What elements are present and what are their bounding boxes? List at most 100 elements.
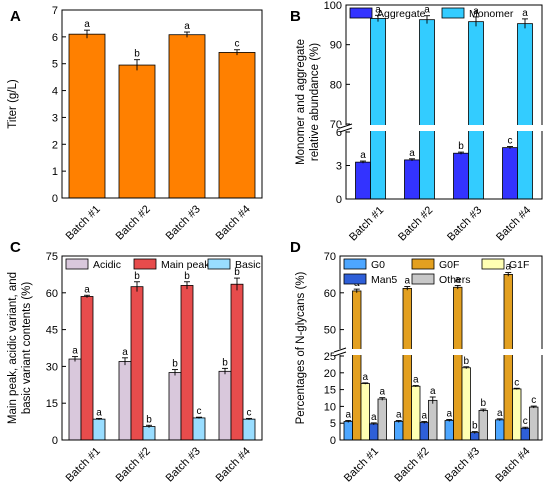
bar bbox=[478, 410, 488, 441]
legend-swatch bbox=[481, 258, 505, 270]
bar bbox=[180, 285, 194, 441]
panel-label-a: A bbox=[10, 8, 21, 25]
bar bbox=[68, 358, 82, 441]
bar bbox=[92, 418, 106, 441]
y-tick-label: 0 bbox=[330, 435, 336, 447]
y-tick-label: 6 bbox=[52, 32, 58, 44]
significance-letter: a bbox=[430, 386, 436, 397]
y-tick-label: 7 bbox=[52, 5, 58, 17]
bar bbox=[242, 418, 256, 441]
y-tick-label: 3 bbox=[52, 112, 58, 124]
bar bbox=[168, 372, 182, 441]
significance-letter: a bbox=[455, 274, 461, 285]
panel-label-c: C bbox=[10, 239, 21, 256]
legend-label: Others bbox=[439, 274, 471, 286]
significance-letter: c bbox=[514, 377, 519, 388]
y-tick-label: 0 bbox=[52, 435, 58, 447]
bar bbox=[168, 34, 206, 199]
legend-swatch bbox=[343, 258, 367, 270]
significance-letter: b bbox=[463, 356, 469, 367]
bar bbox=[218, 370, 232, 441]
y-tick-label: 50 bbox=[324, 325, 336, 337]
significance-letter: a bbox=[371, 412, 377, 423]
significance-letter: a bbox=[84, 19, 90, 30]
significance-letter: a bbox=[446, 409, 452, 420]
y-tick-label: 70 bbox=[330, 119, 342, 131]
significance-letter: c bbox=[531, 395, 536, 406]
significance-letter: a bbox=[122, 347, 128, 358]
legend-swatch bbox=[343, 273, 367, 285]
bar bbox=[192, 417, 206, 441]
bar bbox=[529, 406, 539, 441]
bar bbox=[118, 64, 156, 199]
panel-b-break-marks bbox=[339, 123, 544, 133]
legend-swatch bbox=[349, 7, 373, 19]
significance-letter: a bbox=[424, 5, 430, 16]
significance-letter: b bbox=[458, 141, 464, 152]
panel-c-y-axis-label-line1: Main peak, acidic variant, and bbox=[7, 272, 19, 424]
bar bbox=[352, 290, 362, 441]
legend-label: Monomer bbox=[469, 8, 514, 20]
bar bbox=[502, 147, 518, 200]
panel-d-bars: aaaaaaaaaaaabbbaaccc bbox=[343, 262, 539, 441]
panel-b-y-axis-label-line1: Monomer and aggregate bbox=[295, 39, 307, 165]
bar bbox=[495, 419, 505, 441]
y-tick-label: 100 bbox=[324, 0, 342, 12]
bar bbox=[520, 427, 530, 441]
y-tick-label: 45 bbox=[46, 325, 58, 337]
panel-a-y-axis-label: Titer (g/L) bbox=[7, 79, 19, 129]
y-tick-label: 4 bbox=[52, 86, 58, 98]
panel-c-bars: a a a a b b b b c b b c bbox=[68, 267, 256, 441]
significance-letter: b bbox=[184, 271, 190, 282]
significance-letter: a bbox=[96, 407, 102, 418]
significance-letter: a bbox=[84, 284, 90, 295]
significance-letter: a bbox=[362, 372, 368, 383]
legend-label: G1F bbox=[509, 259, 529, 271]
panel-d-axis-frame bbox=[339, 255, 543, 441]
bar bbox=[411, 385, 421, 441]
panel-a-axis-frame bbox=[61, 9, 263, 199]
panel-b-axis-frame bbox=[345, 4, 543, 200]
y-tick-label: 3 bbox=[336, 161, 342, 173]
panel-d-legend: G0 G0F G1F Man5 Others bbox=[343, 258, 529, 286]
panel-label-b: B bbox=[290, 8, 301, 25]
significance-letter: a bbox=[404, 276, 410, 287]
y-tick-label: 30 bbox=[46, 361, 58, 373]
significance-letter: b bbox=[222, 357, 228, 368]
y-tick-label: 15 bbox=[46, 398, 58, 410]
significance-letter: a bbox=[421, 411, 427, 422]
bar bbox=[402, 287, 412, 441]
bar bbox=[343, 421, 353, 441]
significance-letter: a bbox=[413, 375, 419, 386]
bar bbox=[394, 421, 404, 441]
bar bbox=[428, 399, 438, 441]
significance-letter: b bbox=[134, 271, 140, 282]
significance-letter: b bbox=[472, 421, 478, 432]
panel-label-d: D bbox=[290, 239, 301, 256]
significance-letter: b bbox=[146, 414, 152, 425]
bar bbox=[360, 383, 370, 441]
bar bbox=[80, 296, 94, 441]
panel-d-y-axis-label: Percentages of N-glycans (%) bbox=[295, 271, 307, 424]
bar bbox=[503, 273, 513, 441]
significance-letter: a bbox=[497, 408, 503, 419]
bar bbox=[419, 19, 435, 200]
bar bbox=[377, 398, 387, 441]
y-tick-label: 20 bbox=[324, 368, 336, 380]
bar bbox=[404, 159, 420, 200]
legend-swatch bbox=[411, 258, 435, 270]
significance-letter: a bbox=[345, 410, 351, 421]
bar bbox=[453, 152, 469, 200]
legend-label: Acidic bbox=[93, 259, 121, 271]
significance-letter: a bbox=[72, 346, 78, 357]
significance-letter: a bbox=[505, 262, 511, 273]
legend-label: G0 bbox=[371, 259, 385, 271]
significance-letter: c bbox=[523, 416, 528, 427]
significance-letter: a bbox=[184, 21, 190, 32]
y-tick-label: 10 bbox=[324, 401, 336, 413]
bar bbox=[369, 423, 379, 441]
significance-letter: b bbox=[234, 267, 240, 278]
legend-swatch bbox=[65, 258, 89, 270]
significance-letter: c bbox=[235, 39, 240, 50]
